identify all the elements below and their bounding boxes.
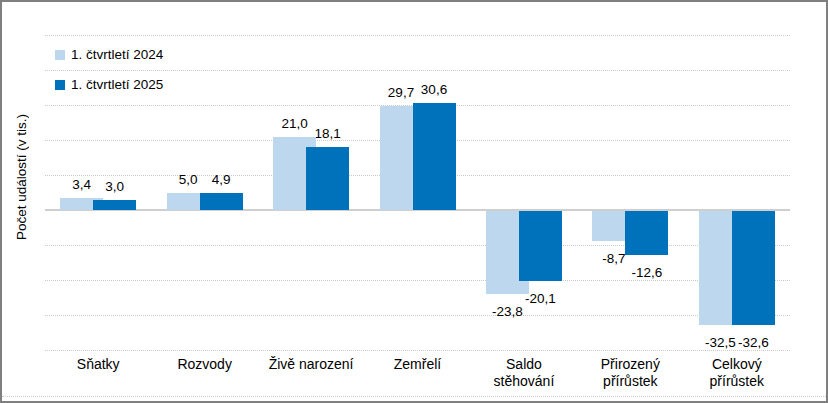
bar-series1-cat0 xyxy=(93,200,136,211)
legend-label-2024: 1. čtvrtletí 2024 xyxy=(71,47,163,63)
x-axis-label-cat6: Celkový přírůstek xyxy=(682,356,792,390)
gridline xyxy=(45,245,790,246)
legend-item-2024: 1. čtvrtletí 2024 xyxy=(55,47,163,63)
value-label-series1-cat5: -12,6 xyxy=(615,265,679,281)
gridline xyxy=(45,35,790,36)
x-axis-label-cat3: Zemřelí xyxy=(363,356,473,373)
legend-item-2025: 1. čtvrtletí 2025 xyxy=(55,77,163,93)
plot-area: 3,43,05,04,921,018,129,730,6-23,8-20,1-8… xyxy=(2,2,826,401)
legend-label-2025: 1. čtvrtletí 2025 xyxy=(71,77,163,93)
value-label-series1-cat6: -32,6 xyxy=(721,335,785,351)
bar-series1-cat1 xyxy=(200,193,243,210)
bar-series1-cat6 xyxy=(732,211,775,325)
gridline xyxy=(45,70,790,71)
bar-series1-cat4 xyxy=(519,211,562,281)
value-label-series1-cat1: 4,9 xyxy=(189,172,253,188)
gridline xyxy=(45,315,790,316)
value-label-series1-cat3: 30,6 xyxy=(402,82,466,98)
x-axis-label-cat2: Živě narození xyxy=(256,356,366,373)
y-axis-title: Počet událostí (v tis.) xyxy=(14,114,29,240)
bar-chart: 3,43,05,04,921,018,129,730,6-23,8-20,1-8… xyxy=(0,0,828,403)
legend-swatch-2024-icon xyxy=(55,50,65,60)
x-axis-label-cat1: Rozvody xyxy=(150,356,260,373)
gridline xyxy=(45,350,790,351)
bar-series1-cat2 xyxy=(306,147,349,210)
bar-series1-cat5 xyxy=(625,211,668,255)
chart-bottom-edge xyxy=(2,396,826,397)
x-axis-label-cat5: Přirozený přírůstek xyxy=(575,356,685,390)
value-label-series1-cat0: 3,0 xyxy=(83,179,147,195)
x-axis-label-cat4: Saldo stěhování xyxy=(469,356,579,390)
legend-swatch-2025-icon xyxy=(55,80,65,90)
bar-series1-cat3 xyxy=(413,103,456,210)
x-axis-label-cat0: Sňatky xyxy=(43,356,153,373)
